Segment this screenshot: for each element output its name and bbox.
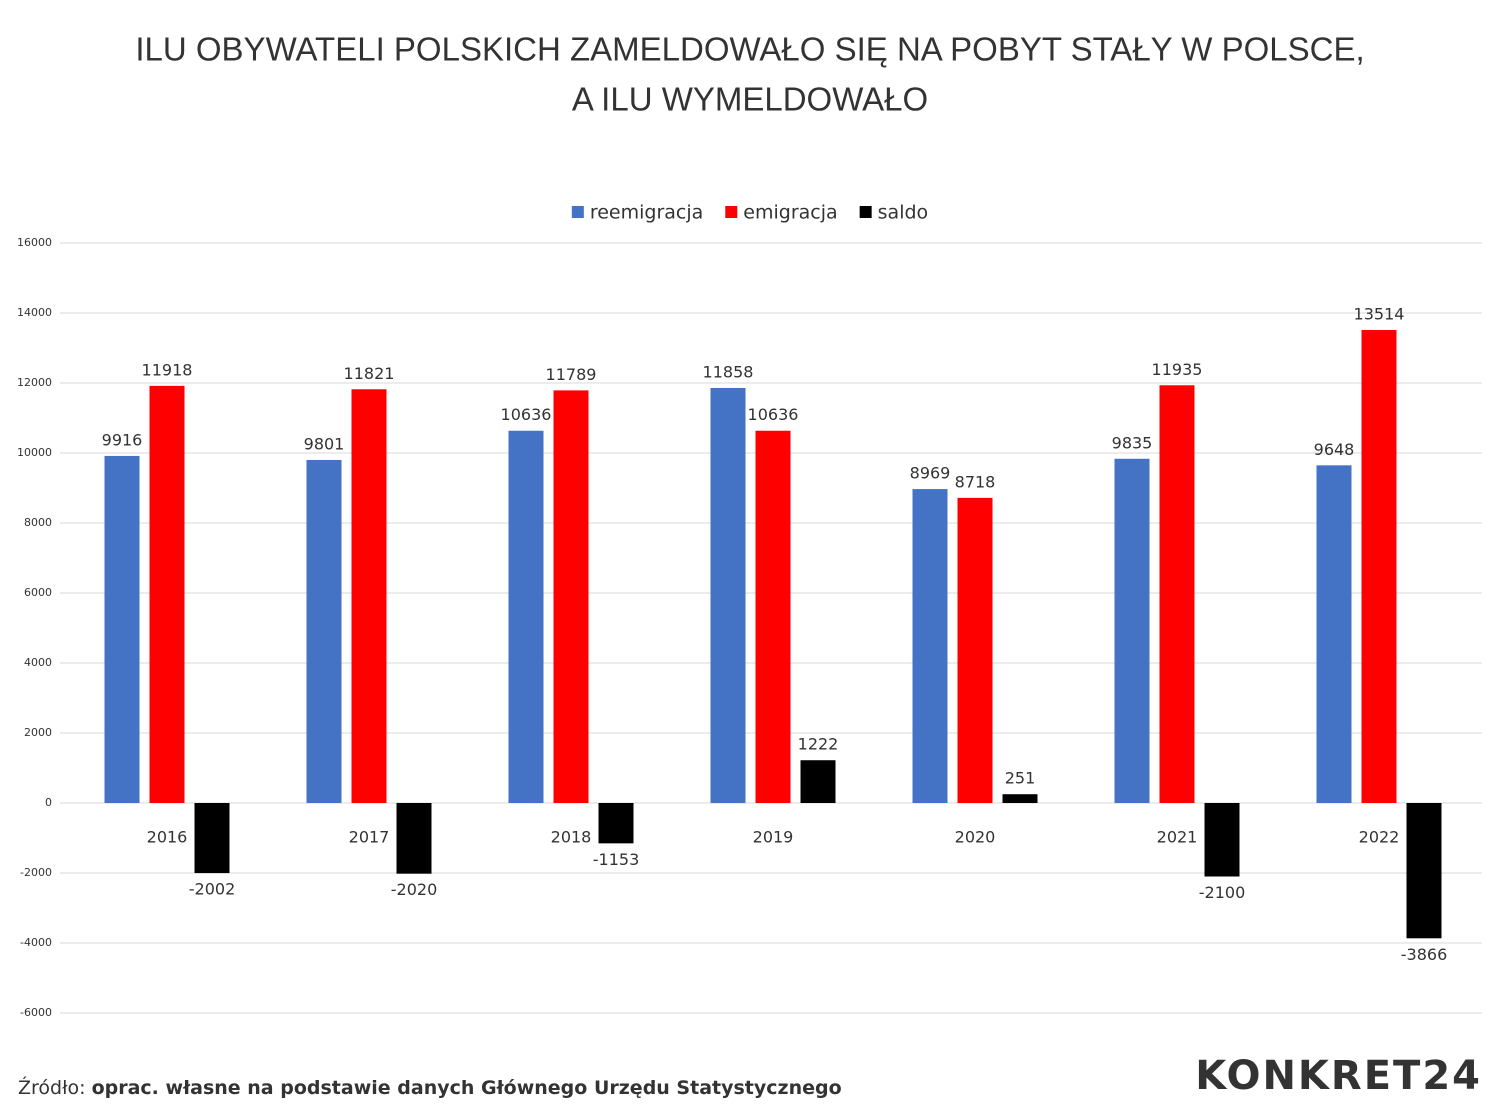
bar xyxy=(1406,803,1442,939)
data-label: 1222 xyxy=(798,735,839,754)
data-label: -2020 xyxy=(391,880,438,899)
legend-label: emigracja xyxy=(743,202,837,224)
bar xyxy=(194,803,230,874)
y-tick-label: 14000 xyxy=(17,306,52,319)
data-label: 251 xyxy=(1005,769,1036,788)
data-label: 9648 xyxy=(1314,440,1355,459)
y-tick-label: -4000 xyxy=(20,936,52,949)
data-label: 11821 xyxy=(344,364,395,383)
chart-title: A ILU WYMELDOWAŁO xyxy=(572,81,928,118)
bar xyxy=(396,803,432,874)
x-tick-label: 2018 xyxy=(551,828,592,847)
data-label: 9801 xyxy=(304,434,345,453)
data-label: 11918 xyxy=(142,360,193,379)
legend-swatch xyxy=(571,206,584,218)
y-tick-label: 6000 xyxy=(24,586,52,599)
x-tick-label: 2019 xyxy=(753,828,794,847)
data-label: 11935 xyxy=(1152,360,1203,379)
data-label: 9916 xyxy=(102,430,143,449)
logo: KONKRET24 xyxy=(1195,1053,1482,1099)
bar xyxy=(351,389,387,803)
bar xyxy=(755,430,791,803)
y-tick-label: 16000 xyxy=(17,236,52,249)
legend-swatch xyxy=(725,206,738,218)
data-label: 10636 xyxy=(501,405,552,424)
data-label: 13514 xyxy=(1354,305,1405,324)
data-label: -1153 xyxy=(593,850,640,869)
bar xyxy=(1159,385,1195,803)
legend-label: reemigracja xyxy=(590,202,703,224)
bar xyxy=(1361,330,1397,803)
bar xyxy=(912,489,948,803)
legend: reemigracja emigracja saldo xyxy=(571,202,929,224)
data-label: 10636 xyxy=(748,405,799,424)
data-label: -2100 xyxy=(1199,883,1246,902)
source-footer: Źródło: oprac. własne na podstawie danyc… xyxy=(18,1076,842,1099)
x-tick-label: 2017 xyxy=(349,828,390,847)
bar xyxy=(306,459,342,803)
x-tick-label: 2016 xyxy=(147,828,188,847)
bar xyxy=(553,390,589,803)
bar xyxy=(1114,458,1150,803)
y-tick-label: 2000 xyxy=(24,726,52,739)
y-tick-label: 12000 xyxy=(17,376,52,389)
data-label: -2002 xyxy=(189,880,236,899)
bar xyxy=(1204,803,1240,877)
bar xyxy=(800,760,836,803)
chart-title: ILU OBYWATELI POLSKICH ZAMELDOWAŁO SIĘ N… xyxy=(135,31,1364,68)
x-tick-label: 2020 xyxy=(955,828,996,847)
y-tick-label: -2000 xyxy=(20,866,52,879)
bar xyxy=(1316,465,1352,803)
x-tick-label: 2021 xyxy=(1157,828,1198,847)
y-tick-label: 4000 xyxy=(24,656,52,669)
bar xyxy=(598,803,634,844)
y-tick-label: 8000 xyxy=(24,516,52,529)
bar xyxy=(1002,794,1038,803)
data-label: 8718 xyxy=(955,472,996,491)
x-tick-label: 2022 xyxy=(1359,828,1400,847)
y-tick-label: -6000 xyxy=(20,1006,52,1019)
legend-swatch xyxy=(859,206,872,218)
bar xyxy=(710,387,746,803)
bar xyxy=(508,430,544,803)
legend-label: saldo xyxy=(878,202,929,224)
data-label: 11789 xyxy=(546,365,597,384)
bar xyxy=(149,385,185,803)
data-label: -3866 xyxy=(1401,945,1448,964)
data-label: 9835 xyxy=(1112,433,1153,452)
bar xyxy=(957,497,993,803)
data-label: 11858 xyxy=(703,362,754,381)
bar xyxy=(104,455,140,803)
source-text: oprac. własne na podstawie danych Główne… xyxy=(92,1077,842,1099)
y-tick-label: 10000 xyxy=(17,446,52,459)
source-label: Źródło: xyxy=(18,1076,86,1099)
data-label: 8969 xyxy=(910,464,951,483)
y-tick-label: 0 xyxy=(45,796,52,809)
